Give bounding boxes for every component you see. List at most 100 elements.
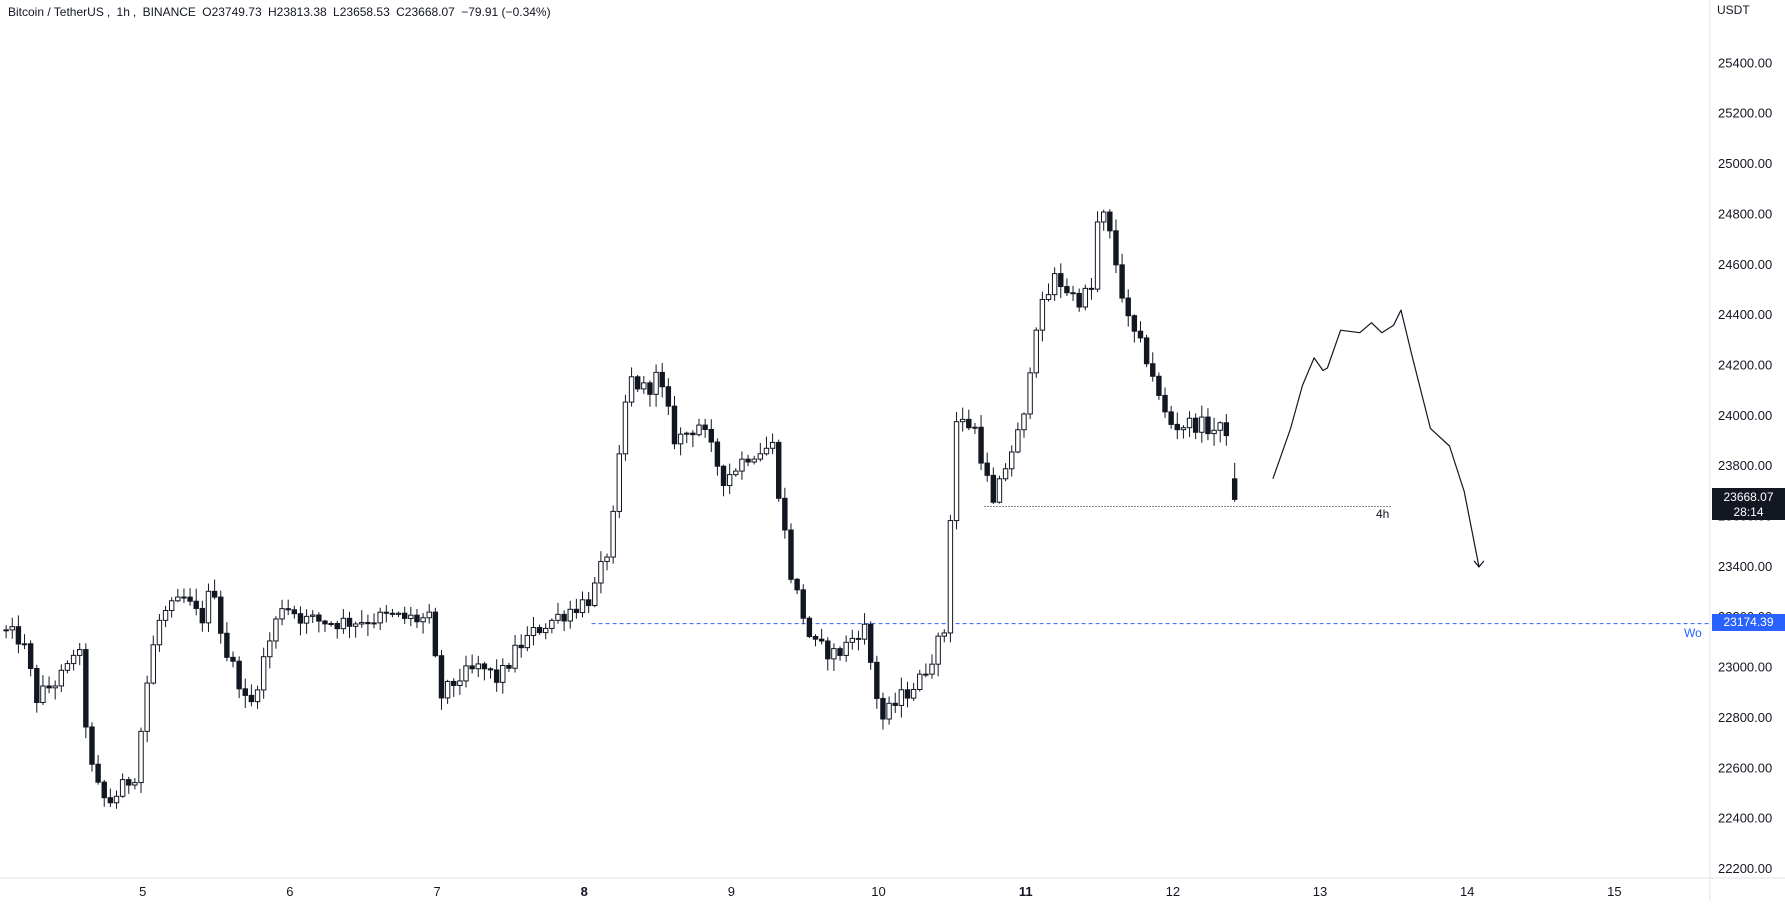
drawings-layer[interactable] xyxy=(984,309,1485,568)
candle[interactable] xyxy=(1156,372,1162,400)
candle[interactable] xyxy=(426,603,432,624)
candle[interactable] xyxy=(150,635,156,685)
candle[interactable] xyxy=(1174,412,1180,440)
candle[interactable] xyxy=(1100,209,1107,231)
candle[interactable] xyxy=(530,616,537,646)
candle[interactable] xyxy=(340,609,347,634)
candle[interactable] xyxy=(788,523,794,584)
candle[interactable] xyxy=(199,600,206,632)
candle[interactable] xyxy=(720,464,727,497)
candle[interactable] xyxy=(432,607,439,658)
candle[interactable] xyxy=(512,634,518,673)
candle[interactable] xyxy=(567,600,573,629)
candle[interactable] xyxy=(469,654,475,674)
candle[interactable] xyxy=(677,427,684,456)
candle[interactable] xyxy=(665,378,672,415)
candle[interactable] xyxy=(702,418,708,438)
candle[interactable] xyxy=(310,610,316,624)
candle[interactable] xyxy=(1137,321,1144,343)
candle[interactable] xyxy=(205,583,212,632)
candle[interactable] xyxy=(867,621,874,670)
candle[interactable] xyxy=(444,679,451,704)
candle[interactable] xyxy=(1180,425,1187,439)
candle[interactable] xyxy=(168,597,175,618)
candle[interactable] xyxy=(1107,209,1113,239)
candle[interactable] xyxy=(236,656,242,699)
candle[interactable] xyxy=(585,591,592,614)
candle[interactable] xyxy=(1033,327,1039,378)
candle[interactable] xyxy=(880,692,886,730)
candle[interactable] xyxy=(751,455,757,465)
forecast-path[interactable] xyxy=(1272,309,1480,568)
candle[interactable] xyxy=(383,605,390,623)
candle[interactable] xyxy=(782,487,788,539)
candle[interactable] xyxy=(849,629,856,650)
candle[interactable] xyxy=(1125,289,1131,327)
candle[interactable] xyxy=(776,439,782,502)
candle[interactable] xyxy=(144,675,150,743)
candle[interactable] xyxy=(604,553,610,571)
candle[interactable] xyxy=(254,685,261,709)
candle[interactable] xyxy=(193,588,199,616)
candle[interactable] xyxy=(1231,462,1238,502)
candle[interactable] xyxy=(334,620,340,639)
candle[interactable] xyxy=(46,676,52,694)
candle[interactable] xyxy=(910,682,917,701)
candle[interactable] xyxy=(800,584,806,625)
candle[interactable] xyxy=(316,612,322,633)
candle[interactable] xyxy=(1027,367,1033,420)
candle[interactable] xyxy=(684,431,690,444)
candle[interactable] xyxy=(812,634,819,647)
candle[interactable] xyxy=(438,649,445,710)
candle[interactable] xyxy=(126,776,132,794)
candle[interactable] xyxy=(211,579,218,600)
candle[interactable] xyxy=(230,651,236,668)
candle[interactable] xyxy=(886,696,892,725)
candle[interactable] xyxy=(481,661,488,681)
candle[interactable] xyxy=(1015,422,1021,454)
candle[interactable] xyxy=(972,423,978,434)
candle[interactable] xyxy=(1131,314,1138,343)
candle[interactable] xyxy=(89,722,95,772)
candle[interactable] xyxy=(15,615,22,654)
candle[interactable] xyxy=(187,588,193,606)
candle[interactable] xyxy=(518,634,524,658)
candle[interactable] xyxy=(610,505,616,564)
candle[interactable] xyxy=(500,658,506,694)
candle[interactable] xyxy=(27,640,34,677)
candle[interactable] xyxy=(874,655,880,709)
candle[interactable] xyxy=(959,407,966,432)
candle[interactable] xyxy=(745,454,751,467)
candle[interactable] xyxy=(647,380,653,407)
candle[interactable] xyxy=(1082,284,1089,311)
candle[interactable] xyxy=(904,681,911,708)
candle[interactable] xyxy=(377,607,383,631)
candle[interactable] xyxy=(733,468,739,477)
candle[interactable] xyxy=(1002,463,1009,482)
candle[interactable] xyxy=(1168,405,1174,429)
candle[interactable] xyxy=(138,727,144,793)
candle[interactable] xyxy=(843,635,849,662)
candle[interactable] xyxy=(690,430,696,448)
candle[interactable] xyxy=(978,415,984,471)
candle[interactable] xyxy=(156,614,163,652)
candle[interactable] xyxy=(1113,219,1119,274)
candle[interactable] xyxy=(395,611,402,618)
candle[interactable] xyxy=(653,364,659,407)
candle[interactable] xyxy=(935,632,941,677)
candle[interactable] xyxy=(401,606,408,624)
candle[interactable] xyxy=(592,576,598,608)
candle[interactable] xyxy=(1058,263,1064,299)
candle[interactable] xyxy=(70,649,77,671)
candle[interactable] xyxy=(622,394,629,461)
candle[interactable] xyxy=(346,611,353,639)
candle[interactable] xyxy=(573,598,580,619)
candle[interactable] xyxy=(861,613,868,645)
candle[interactable] xyxy=(1199,405,1205,443)
candle[interactable] xyxy=(285,599,291,616)
candle[interactable] xyxy=(279,599,285,626)
candle[interactable] xyxy=(696,418,702,437)
candle[interactable] xyxy=(352,621,359,638)
